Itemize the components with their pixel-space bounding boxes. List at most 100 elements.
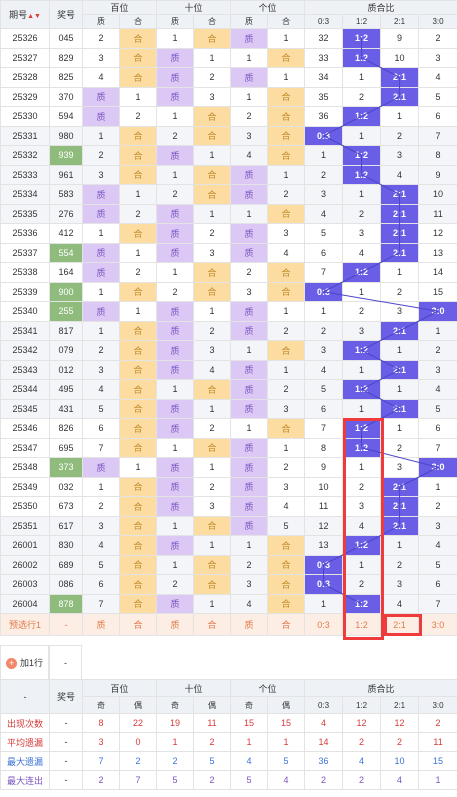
hundreds-cell: 3 <box>82 164 120 185</box>
subheader-cell: 合 <box>118 14 158 29</box>
hundreds-cell: 1 <box>118 457 158 478</box>
predict-option[interactable]: 1:2 <box>342 613 382 636</box>
stats-subheader-cell: 1:2 <box>342 696 382 714</box>
stats-table: - 奖号 百位 十位 个位 质合比 奇偶奇偶奇偶 0:3 1:2 2:1 3:0 出现次… <box>0 679 457 790</box>
stats-subheader-cell: 奇 <box>82 696 120 714</box>
hundreds-cell: 质 <box>82 242 120 263</box>
table-row: 25329 370 质 1 质 3 1 合 35 2 2:1 5 <box>0 86 457 107</box>
stats-label: 平均遗漏 <box>0 732 50 752</box>
hundreds-cell: 合 <box>118 47 158 68</box>
predict-option[interactable]: 0:3 <box>304 613 344 636</box>
tens-cell: 质 <box>156 418 195 439</box>
stats-value: 1 <box>156 732 195 752</box>
table-row: 25350 673 2 合质 3 质 4 11 3 2:1 2 <box>0 496 457 517</box>
predict-option[interactable]: 合 <box>267 613 306 636</box>
stats-value: 2 <box>193 732 232 752</box>
ratio-cell: 0:3 <box>304 554 344 575</box>
ratio-cell: 1:2 <box>342 379 382 400</box>
tens-cell: 1 <box>193 301 232 322</box>
stats-value: 5 <box>193 751 232 771</box>
ratio-cell: 2 <box>418 340 457 361</box>
ratio-cell: 0:3 <box>304 281 344 302</box>
col-period[interactable]: 期号▲▼ <box>0 0 50 29</box>
ratio-cell: 4 <box>380 164 420 185</box>
draw-number: 164 <box>49 262 83 283</box>
period-cell: 25326 <box>0 28 50 49</box>
hundreds-cell: 合 <box>118 496 158 517</box>
subheader-cell: 0:3 <box>304 14 344 29</box>
units-cell: 5 <box>267 515 306 536</box>
stats-subheader-cell: 偶 <box>193 696 232 714</box>
tens-cell: 1 <box>156 164 195 185</box>
stats-subheader-cell: 偶 <box>118 696 158 714</box>
tens-cell: 质 <box>156 47 195 68</box>
predict-option[interactable]: 质 <box>82 613 120 636</box>
ratio-cell: 2 <box>380 281 420 302</box>
stats-subheader-cell: 奇 <box>156 696 195 714</box>
period-cell: 25344 <box>0 379 50 400</box>
tens-cell: 质 <box>156 320 195 341</box>
period-cell: 25330 <box>0 106 50 127</box>
draw-number: 086 <box>49 574 83 595</box>
predict-option[interactable]: 质 <box>156 613 195 636</box>
period-cell: 25339 <box>0 281 50 302</box>
hundreds-cell: 4 <box>82 379 120 400</box>
tens-cell: 2 <box>193 223 232 244</box>
ratio-cell: 6 <box>304 242 344 263</box>
units-cell: 3 <box>230 125 269 146</box>
hundreds-cell: 合 <box>118 574 158 595</box>
add-row-area: + 加1行 - <box>0 645 457 681</box>
predict-option[interactable]: 3:0 <box>418 613 457 636</box>
ratio-cell: 8 <box>304 437 344 458</box>
add-row-button[interactable]: + 加1行 <box>0 645 49 681</box>
units-cell: 质 <box>230 437 269 458</box>
predict-option[interactable]: 合 <box>193 613 232 636</box>
ratio-cell: 1 <box>380 340 420 361</box>
ratio-cell: 2:1 <box>380 242 420 263</box>
tens-cell: 质 <box>156 535 195 556</box>
period-cell: 25350 <box>0 496 50 517</box>
stats-value: 2 <box>156 751 195 771</box>
hundreds-cell: 合 <box>118 164 158 185</box>
ratio-cell: 13 <box>418 242 457 263</box>
ratio-cell: 10 <box>418 184 457 205</box>
ratio-cell: 3 <box>304 340 344 361</box>
hundreds-cell: 合 <box>118 28 158 49</box>
stats-group-tens: 十位 <box>156 679 232 697</box>
subheader-cell: 3:0 <box>418 14 457 29</box>
ratio-cell: 0:3 <box>304 574 344 595</box>
ratio-cell: 32 <box>304 28 344 49</box>
stats-group-units: 个位 <box>230 679 306 697</box>
hundreds-cell: 2 <box>118 203 158 224</box>
add-row-dash: - <box>49 645 82 681</box>
period-cell: 25340 <box>0 301 50 322</box>
units-cell: 1 <box>267 164 306 185</box>
predict-option[interactable]: 质 <box>230 613 269 636</box>
ratio-cell: 3 <box>342 496 382 517</box>
ratio-cell: 2 <box>342 203 382 224</box>
ratio-cell: 2:1 <box>380 359 420 380</box>
stats-value: 3 <box>82 732 120 752</box>
period-cell: 25336 <box>0 223 50 244</box>
predict-label: 预选行1 <box>0 613 50 636</box>
sort-icon[interactable]: ▲▼ <box>27 13 41 20</box>
units-cell: 合 <box>267 340 306 361</box>
stats-value: 15 <box>418 751 457 771</box>
draw-number: 826 <box>49 418 83 439</box>
predict-option[interactable]: 2:1 <box>380 613 420 636</box>
tens-cell: 质 <box>156 242 195 263</box>
draw-number: 829 <box>49 47 83 68</box>
hundreds-cell: 2 <box>82 496 120 517</box>
tens-cell: 1 <box>156 28 195 49</box>
tens-cell: 2 <box>193 418 232 439</box>
ratio-cell: 1 <box>342 67 382 88</box>
stats-subheader-cell: 2:1 <box>380 696 420 714</box>
table-row: 26004 878 7 合质 1 4 合 1 1:2 4 7 <box>0 593 457 614</box>
group-hundreds: 百位 <box>81 0 158 15</box>
stats-value: 12 <box>380 713 420 733</box>
table-row: 25341 817 1 合质 2 质 2 2 3 2:1 1 <box>0 320 457 341</box>
stats-subheader-cell: 偶 <box>267 696 306 714</box>
tens-cell: 2 <box>193 320 232 341</box>
hundreds-cell: 质 <box>82 106 120 127</box>
predict-option[interactable]: 合 <box>118 613 158 636</box>
